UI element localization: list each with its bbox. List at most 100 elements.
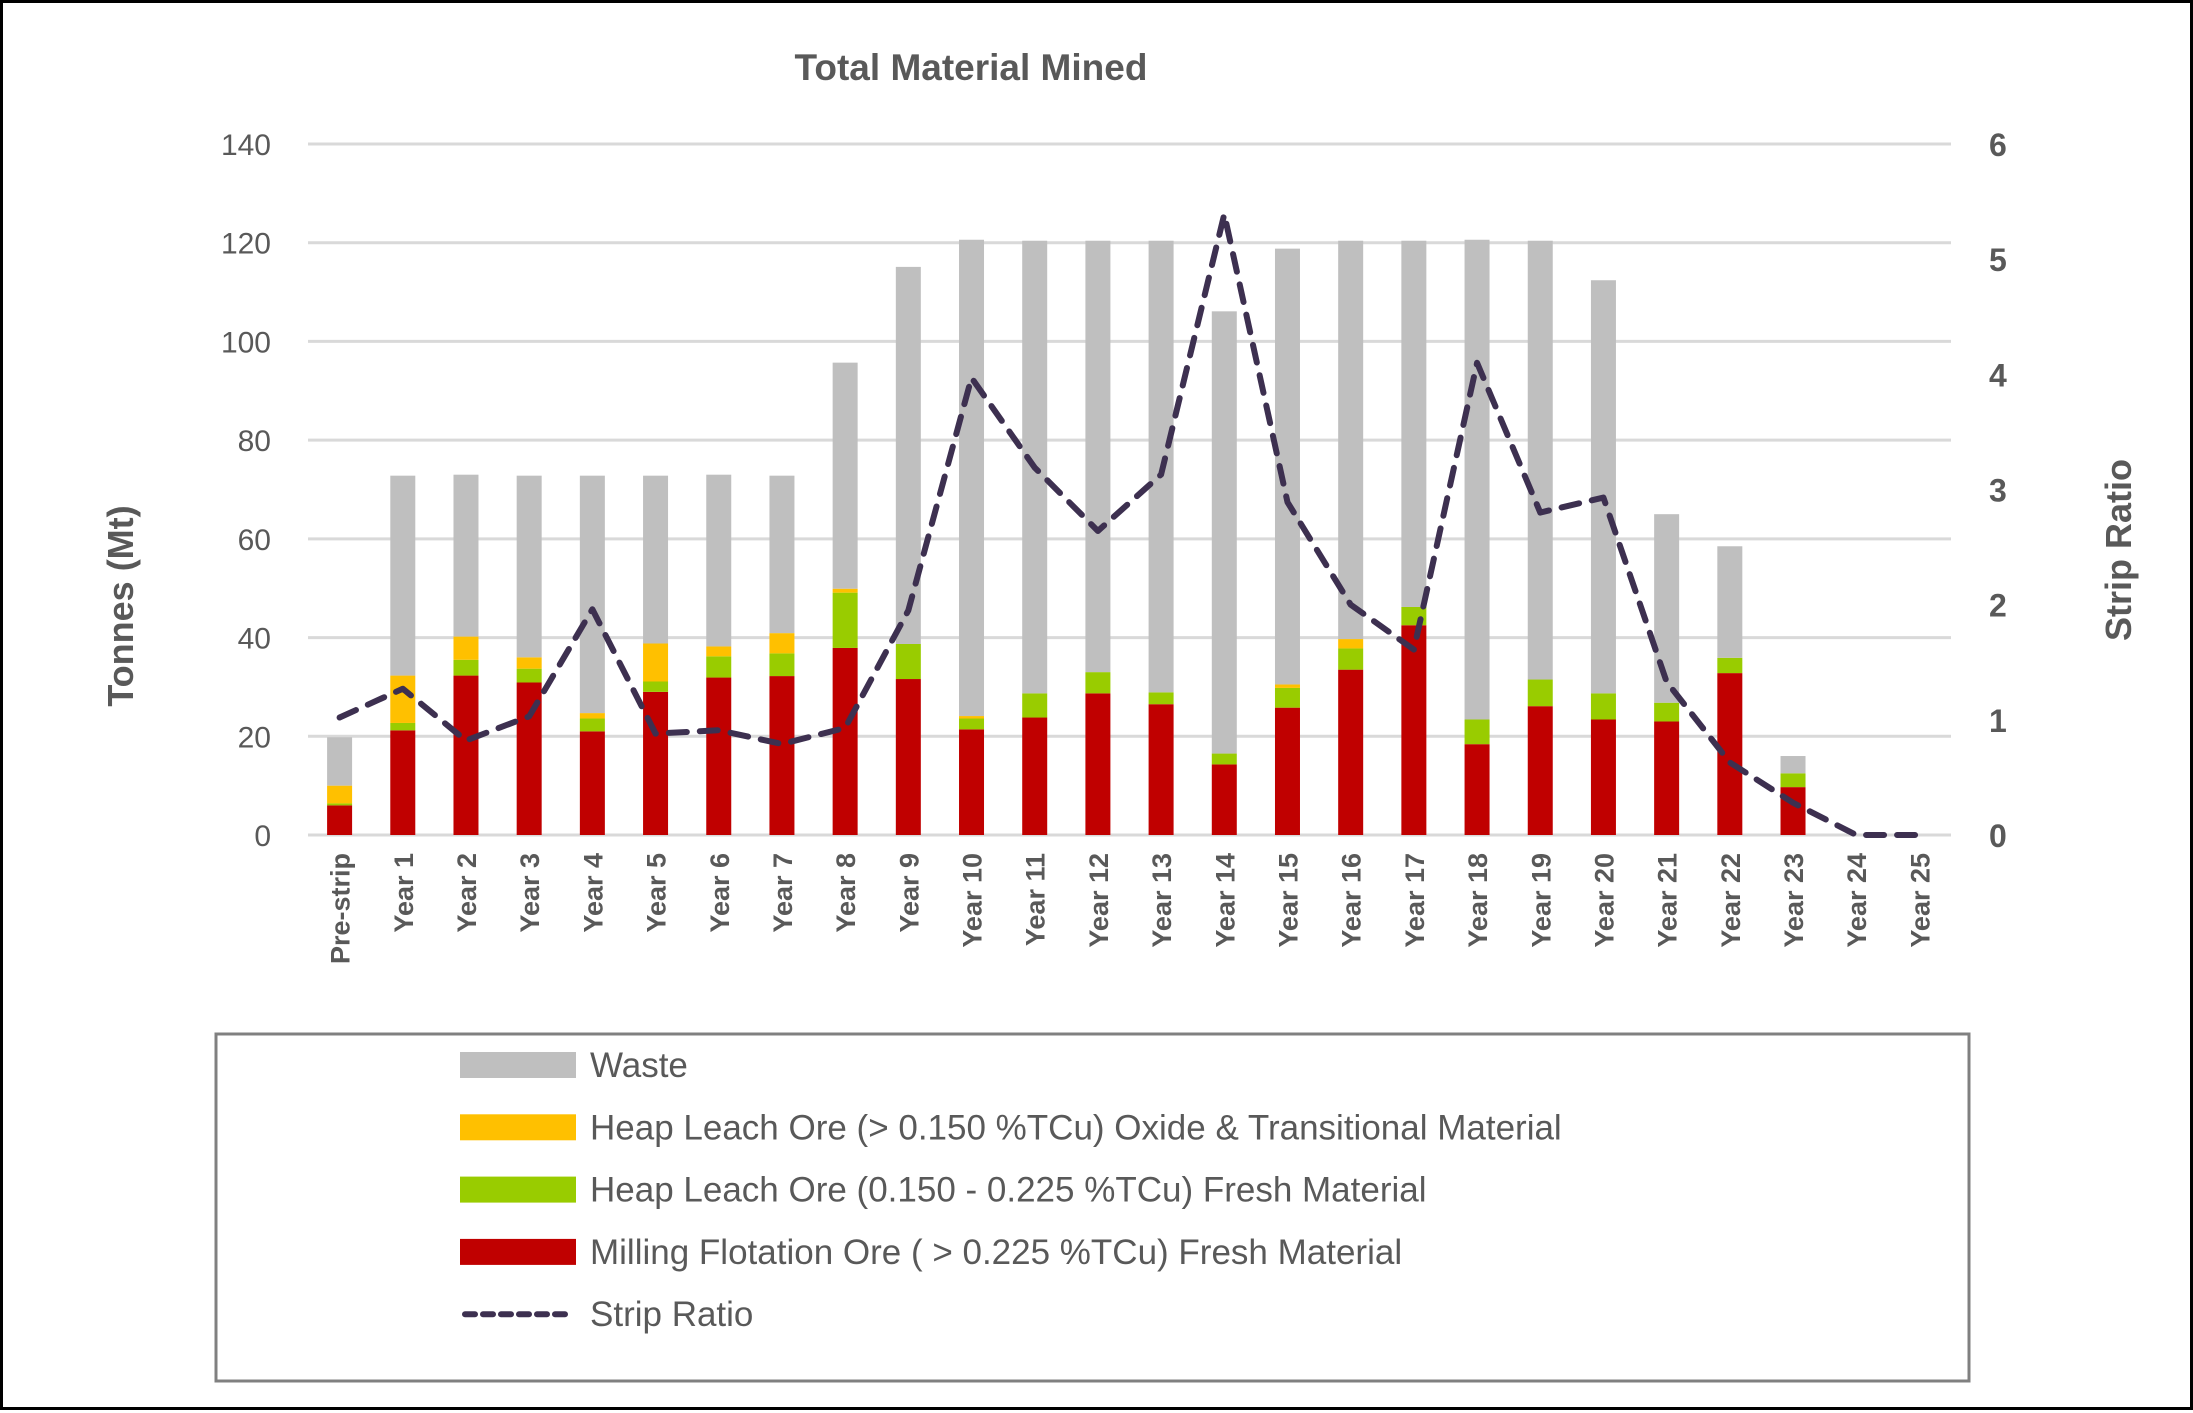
x-tick-label: Year 2 bbox=[452, 853, 482, 933]
bar-segment bbox=[1654, 721, 1679, 835]
x-tick-label: Year 11 bbox=[1021, 853, 1051, 946]
bar-segment bbox=[1212, 754, 1237, 765]
bar-segment bbox=[580, 713, 605, 718]
bar-segment bbox=[1781, 773, 1806, 787]
bar-segment bbox=[959, 716, 984, 718]
bar-segment bbox=[1401, 625, 1426, 835]
y-tick-label: 100 bbox=[221, 326, 271, 359]
y2-tick-label: 6 bbox=[1989, 127, 2007, 163]
strip-ratio-polyline bbox=[340, 214, 1920, 835]
bar-segment bbox=[706, 678, 731, 835]
bar-segment bbox=[1212, 311, 1237, 753]
x-tick-label: Year 15 bbox=[1273, 853, 1303, 948]
bar-segment bbox=[1338, 241, 1363, 639]
x-tick-label: Year 22 bbox=[1716, 853, 1746, 948]
bar-segment bbox=[1528, 680, 1553, 707]
x-tick-label: Year 14 bbox=[1210, 853, 1240, 948]
x-tick-label: Year 5 bbox=[642, 853, 672, 933]
x-tick-label: Year 16 bbox=[1337, 853, 1367, 948]
bar-segment bbox=[959, 719, 984, 730]
bar-segment bbox=[896, 679, 921, 835]
bar-segment bbox=[643, 476, 668, 644]
bar-segment bbox=[390, 676, 415, 723]
x-tick-label: Year 24 bbox=[1842, 853, 1872, 948]
bar-segment bbox=[769, 676, 794, 835]
bar-segment bbox=[1465, 240, 1490, 720]
bar-segment bbox=[327, 737, 352, 785]
x-tick-label: Year 8 bbox=[831, 853, 861, 933]
bar-segment bbox=[1717, 658, 1742, 673]
y-tick-label: 0 bbox=[254, 820, 271, 853]
bar-segment bbox=[643, 692, 668, 835]
bar-segment bbox=[1275, 684, 1300, 687]
bar-segment bbox=[1528, 706, 1553, 835]
bar-segment bbox=[959, 240, 984, 716]
x-tick-label: Year 19 bbox=[1526, 853, 1556, 948]
bar-segment bbox=[390, 723, 415, 730]
y2-tick-label: 1 bbox=[1989, 703, 2007, 739]
bar-segment bbox=[453, 676, 478, 835]
bar-segment bbox=[1275, 708, 1300, 835]
x-tick-label: Year 6 bbox=[705, 853, 735, 933]
bar-segment bbox=[1212, 764, 1237, 835]
bar-segment bbox=[643, 681, 668, 691]
y2-axis-title: Strip Ratio bbox=[2098, 459, 2139, 641]
x-tick-label: Year 20 bbox=[1589, 853, 1619, 948]
bar-segment bbox=[1654, 703, 1679, 722]
bar-segment bbox=[1338, 639, 1363, 648]
bar-segment bbox=[1528, 241, 1553, 680]
bar-segment bbox=[1085, 241, 1110, 672]
y-tick-label: 120 bbox=[221, 228, 271, 261]
y2-tick-label: 3 bbox=[1989, 473, 2007, 509]
strip-ratio-line bbox=[340, 214, 1920, 835]
bar-segment bbox=[769, 476, 794, 633]
bar-segment bbox=[833, 363, 858, 589]
legend-swatch bbox=[460, 1114, 576, 1140]
y-tick-label: 140 bbox=[221, 129, 271, 162]
bar-segment bbox=[1275, 688, 1300, 708]
y2-tick-label: 4 bbox=[1989, 357, 2007, 393]
bar-segment bbox=[1022, 718, 1047, 835]
bar-segment bbox=[1465, 744, 1490, 835]
y-axis-title: Tonnes (Mt) bbox=[100, 505, 141, 706]
bar-segment bbox=[453, 637, 478, 660]
bar-segment bbox=[327, 805, 352, 835]
bar-segment bbox=[327, 786, 352, 804]
bar-segment bbox=[453, 660, 478, 676]
legend-label: Heap Leach Ore (0.150 - 0.225 %TCu) Fres… bbox=[590, 1171, 1427, 1210]
x-tick-label: Year 17 bbox=[1400, 853, 1430, 948]
bar-segment bbox=[1781, 756, 1806, 773]
bar-segment bbox=[580, 476, 605, 713]
bar-segment bbox=[1717, 546, 1742, 658]
chart-title: Total Material Mined bbox=[795, 47, 1148, 88]
bar-segment bbox=[1591, 693, 1616, 719]
x-tick-label: Year 23 bbox=[1779, 853, 1809, 948]
x-tick-label: Year 3 bbox=[515, 853, 545, 933]
x-tick-label: Pre-strip bbox=[326, 853, 356, 964]
bar-segment bbox=[1338, 648, 1363, 669]
bar-segment bbox=[1338, 670, 1363, 835]
bar-segment bbox=[1401, 241, 1426, 607]
bar-segment bbox=[769, 653, 794, 676]
x-tick-label: Year 12 bbox=[1084, 853, 1114, 948]
bar-segment bbox=[1591, 720, 1616, 835]
total-material-mined-chart: Total Material Mined 020406080100120140 … bbox=[3, 3, 2193, 1413]
bar-segment bbox=[1085, 672, 1110, 693]
bar-segment bbox=[1149, 692, 1174, 704]
bar-segment bbox=[896, 644, 921, 679]
bar-segment bbox=[706, 475, 731, 647]
y-tick-label: 40 bbox=[238, 623, 271, 656]
y-tick-label: 80 bbox=[238, 425, 271, 458]
x-tick-label: Year 13 bbox=[1147, 853, 1177, 948]
bar-segment bbox=[706, 656, 731, 677]
bar-segment bbox=[390, 730, 415, 835]
legend-label: Milling Flotation Ore ( > 0.225 %TCu) Fr… bbox=[590, 1233, 1402, 1272]
legend-swatch bbox=[460, 1239, 576, 1265]
bar-segment bbox=[706, 646, 731, 656]
y2-tick-label: 2 bbox=[1989, 588, 2007, 624]
